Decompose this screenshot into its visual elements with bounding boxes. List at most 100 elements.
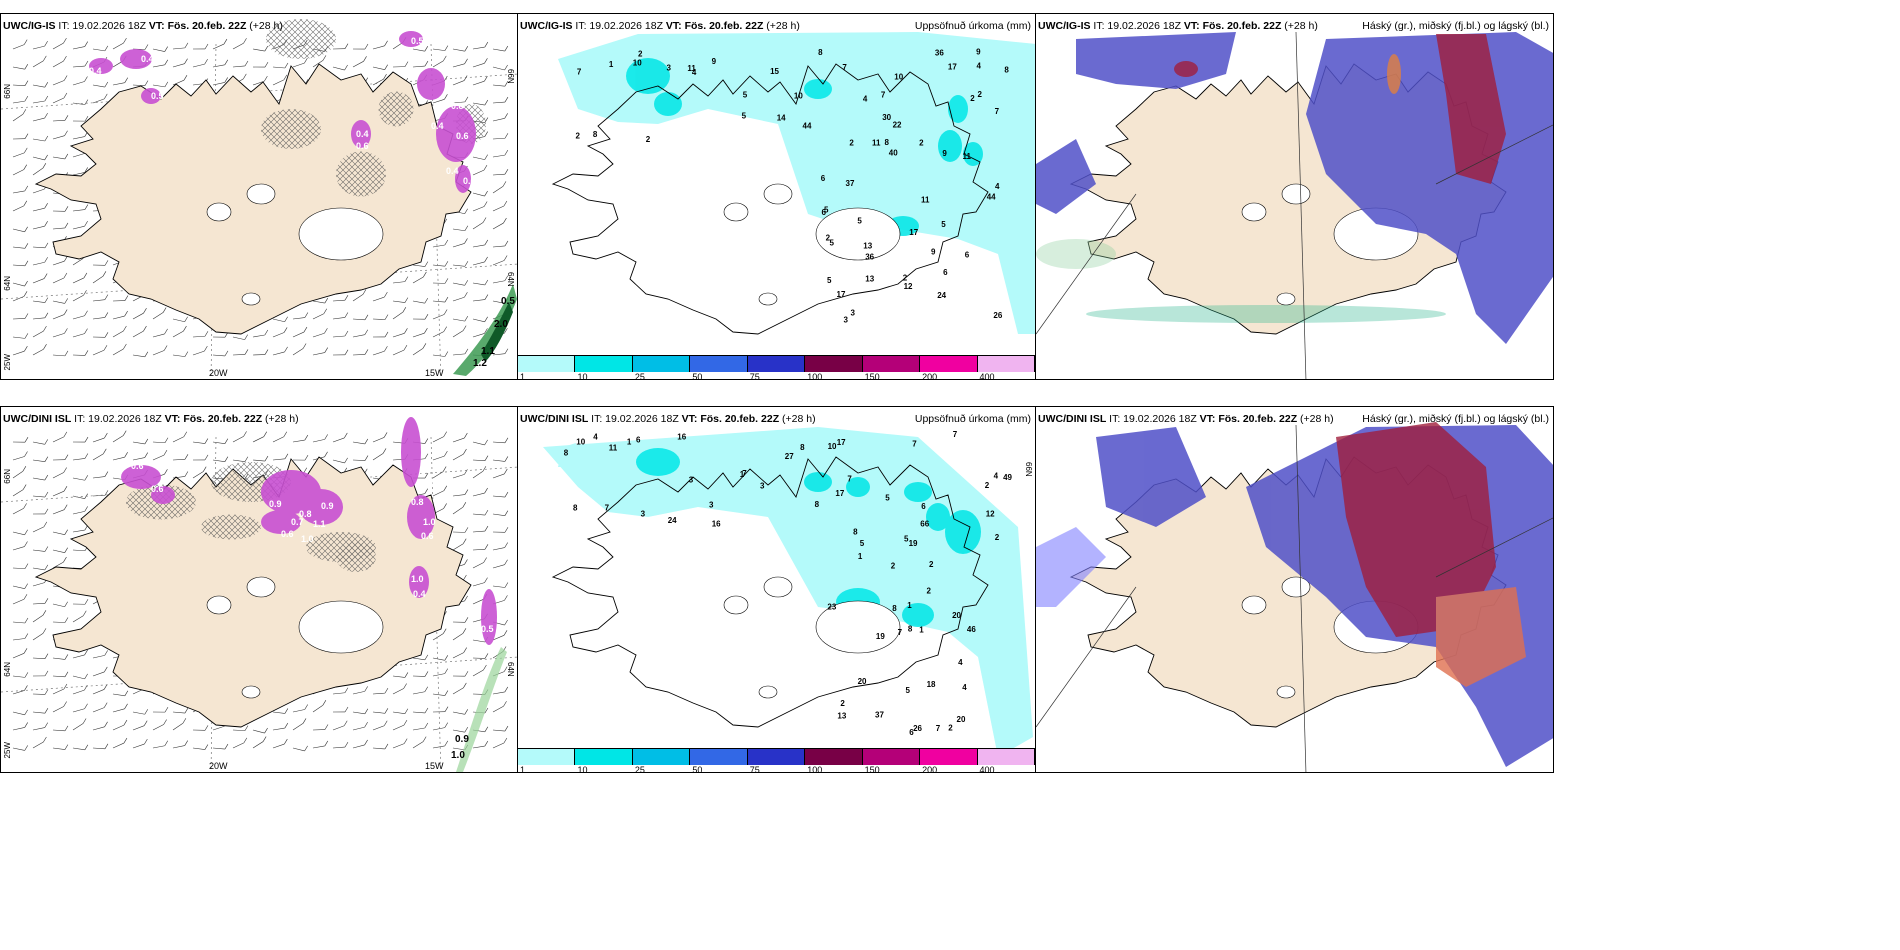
lat-label-right-64n: 64N <box>506 662 515 677</box>
wind-barb <box>52 657 65 660</box>
wind-barb-flag <box>504 149 509 156</box>
wind-barb <box>12 653 25 659</box>
wind-barb <box>192 350 205 356</box>
low-cloud-region <box>1076 32 1236 89</box>
wind-barb <box>172 63 185 68</box>
wind-barb-flag <box>104 294 109 300</box>
icing-value-label: 0.5 <box>411 36 424 46</box>
wind-barb <box>412 657 425 661</box>
wind-barb-flag <box>443 485 448 491</box>
wind-barb <box>272 743 285 749</box>
wind-barb-flag <box>484 455 489 461</box>
wind-barb <box>492 513 505 516</box>
icing-cell <box>89 58 113 74</box>
wind-barb-flag <box>23 594 28 600</box>
colorbar-tick-label: 100 <box>807 372 823 380</box>
precip-value-label: 16 <box>677 433 686 442</box>
lat-label-right-64n: 64N <box>506 272 515 287</box>
wind-barb <box>452 437 465 443</box>
wind-barb-flag <box>304 745 308 752</box>
wind-barb-flag <box>504 96 509 103</box>
icing-value-label: 0.6 <box>463 176 476 186</box>
wind-barb-flag <box>424 261 429 267</box>
wind-barb-flag <box>84 328 88 334</box>
precip-value-label: 4 <box>994 472 999 481</box>
wind-barb-flag <box>104 45 109 52</box>
icing-cell <box>351 120 371 148</box>
panel-title: UWC/DINI ISL IT: 19.02.2026 18Z VT: Fös.… <box>3 413 299 425</box>
wind-barb-flag <box>262 736 267 742</box>
wind-barb-flag <box>64 222 69 229</box>
wind-barb-flag <box>364 329 369 335</box>
wind-barb-flag <box>162 307 167 313</box>
precip-value-label: 3 <box>844 316 849 325</box>
wind-barb <box>32 60 44 68</box>
wind-barb <box>172 354 185 357</box>
wind-barb <box>352 354 366 356</box>
wind-barb-flag <box>24 185 29 192</box>
wind-barb-flag <box>124 77 129 83</box>
wind-barb <box>52 436 64 443</box>
wind-barb <box>492 222 504 230</box>
wind-barb-flag <box>204 345 208 352</box>
precip-value-label: 8 <box>815 500 820 509</box>
wind-barb <box>152 64 165 68</box>
wind-barb-flag <box>43 55 47 62</box>
wind-barb-flag <box>184 58 188 64</box>
wind-barb <box>292 348 304 356</box>
wind-barb-flag <box>64 350 69 357</box>
colorbar-segment <box>632 355 691 372</box>
icing-value-label: 1.0 <box>411 574 424 584</box>
precip-value-label: 2 <box>948 724 953 733</box>
icing-cell <box>399 31 423 47</box>
wind-barb-flag <box>104 332 109 338</box>
wind-barb <box>232 459 245 463</box>
wind-barb <box>432 657 445 661</box>
wind-barb-flag <box>44 82 49 88</box>
wind-barb <box>292 709 305 713</box>
precip-value-label: 8 <box>564 449 569 458</box>
icing-value-label: 0.6 <box>421 531 434 541</box>
wind-barb-flag <box>84 310 88 316</box>
wind-barb <box>72 81 85 86</box>
wind-barb-flag <box>384 40 388 46</box>
wind-barb <box>92 98 105 104</box>
precip-value-label: 2 <box>576 132 581 141</box>
precip-value-label: 18 <box>927 680 936 689</box>
precip-value-label: 8 <box>908 624 913 633</box>
wind-barb-flag <box>64 601 68 607</box>
wind-barb <box>272 711 285 714</box>
wind-barb <box>72 708 85 713</box>
wind-barb-flag <box>324 328 328 334</box>
wind-barb <box>132 84 145 86</box>
wind-barb <box>352 459 366 461</box>
wind-barb-flag <box>204 331 209 337</box>
wind-barb <box>112 708 125 713</box>
wind-barb <box>72 136 85 140</box>
wind-barb <box>312 332 325 338</box>
hatch-region <box>266 19 336 59</box>
precip-value-label: 3 <box>851 308 856 317</box>
wind-barb-flag <box>424 472 429 479</box>
wind-barb <box>12 264 25 267</box>
wind-barb <box>472 63 485 68</box>
panel-top-mid-precip: UWC/IG-IS IT: 19.02.2026 18Z VT: Fös. 20… <box>517 13 1036 380</box>
wind-barb <box>92 689 105 695</box>
wind-barb <box>72 277 85 284</box>
precip-value-label: 49 <box>1003 473 1012 482</box>
wind-barb <box>272 351 285 356</box>
wind-barb-flag <box>484 487 488 494</box>
wind-barb <box>232 742 244 749</box>
wind-barb-flag <box>504 468 508 475</box>
wind-barb-flag <box>323 308 328 314</box>
hatch-region <box>336 151 386 197</box>
wind-barb <box>32 45 45 50</box>
wind-barb <box>92 476 105 479</box>
wind-barb-flag <box>122 430 127 436</box>
wind-barb <box>52 135 65 140</box>
wind-barb <box>472 169 485 176</box>
wind-barb <box>492 48 505 52</box>
wind-barb-flag <box>64 256 68 262</box>
wind-barb <box>12 66 25 70</box>
latitude-line <box>1 73 517 110</box>
